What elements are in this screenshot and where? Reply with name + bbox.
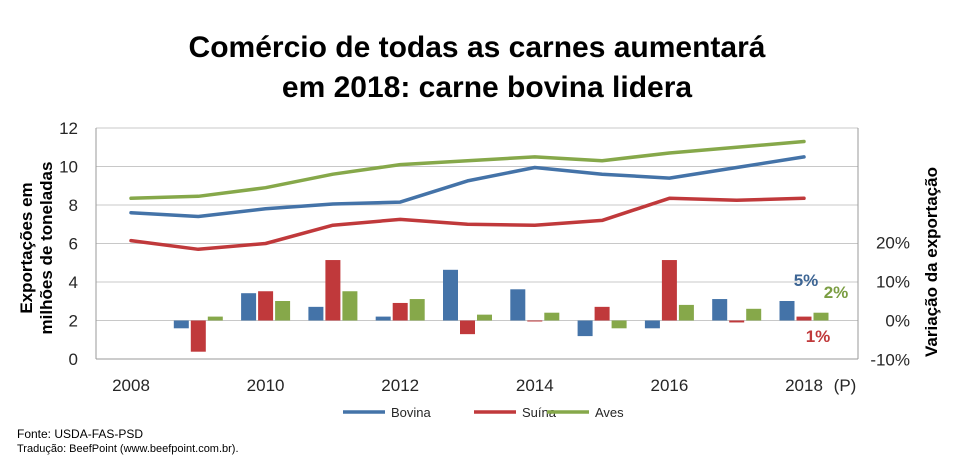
y-tick-label: 8 (69, 196, 78, 215)
bar-suína (527, 320, 543, 322)
y-tick-label: 6 (69, 235, 78, 254)
bar-aves (544, 312, 560, 321)
x-tick-label: 2012 (381, 376, 419, 395)
y2-axis-ticks: 20% 10% 0% -10% (870, 234, 910, 370)
y-tick-label: 12 (59, 119, 78, 138)
bar-suína (460, 320, 475, 335)
bar-bovina (577, 320, 593, 337)
x-tick-label: 2008 (112, 376, 150, 395)
x-tick-label: 2016 (650, 376, 688, 395)
annotation-bovina-change: 5% (794, 271, 819, 290)
y2-tick-label: -10% (870, 351, 910, 370)
bar-aves (342, 291, 358, 321)
gridlines (96, 127, 858, 360)
legend-label: Aves (595, 405, 624, 420)
y-tick-label: 2 (69, 312, 78, 331)
bar-bovina (375, 316, 391, 321)
x-axis-ticks: 2008 2010 2012 2014 2016 2018 (112, 376, 823, 395)
bar-aves (409, 299, 425, 321)
series-line-bovina (129, 155, 806, 219)
bar-suína (661, 260, 677, 321)
legend: Bovina Suína Aves (343, 405, 624, 420)
chart-title-line-1: Comércio de todas as carnes aumentará (189, 31, 766, 64)
bar-bovina (173, 320, 189, 329)
bar-bovina (443, 269, 458, 321)
bar-suína (729, 320, 745, 323)
x-tick-label: 2014 (516, 376, 554, 395)
y2-axis-label: Variação da exportação (922, 167, 941, 357)
y-tick-label: 10 (59, 158, 78, 177)
translation-credit: Tradução: BeefPoint (www.beefpoint.com.b… (17, 443, 239, 455)
bar-suína (796, 316, 812, 321)
bar-aves (477, 314, 492, 321)
bar-bovina (308, 306, 324, 321)
bar-bovina (712, 299, 728, 321)
y-axis-ticks: 0 2 4 6 8 10 12 (59, 119, 78, 369)
annotation-aves-change: 2% (824, 283, 849, 302)
legend-label: Bovina (391, 405, 432, 420)
source-credit: Fonte: USDA-FAS-PSD (17, 427, 144, 441)
bar-bovina (510, 289, 526, 321)
y-axis-label-line-1: Exportações em (17, 182, 36, 313)
bar-aves (611, 320, 627, 329)
bar-bovina (241, 293, 257, 321)
bar-aves (813, 312, 829, 321)
projection-marker: (P) (834, 376, 857, 395)
y-tick-label: 0 (69, 350, 78, 369)
legend-label: Suína (522, 405, 557, 420)
bar-suína (190, 320, 206, 352)
series-line-aves (129, 139, 806, 201)
line-series (129, 139, 806, 252)
bar-aves (678, 304, 694, 321)
y2-tick-label: 10% (876, 273, 910, 292)
bar-suína (392, 302, 408, 321)
x-tick-label: 2010 (247, 376, 285, 395)
y2-tick-label: 0% (885, 312, 910, 331)
bar-series (173, 260, 829, 352)
bar-aves (207, 316, 223, 321)
axes (95, 128, 859, 360)
bar-suína (258, 291, 274, 321)
y-axis-label-line-2: milhões de toneladas (37, 162, 56, 335)
bar-bovina (779, 301, 795, 321)
chart-title-line-2: em 2018: carne bovina lidera (282, 71, 693, 104)
series-line-suína (129, 196, 806, 252)
bar-suína (325, 260, 341, 321)
y-tick-label: 4 (69, 273, 78, 292)
bar-aves (746, 308, 762, 321)
annotation-suina-change: 1% (806, 327, 831, 346)
x-tick-label: 2018 (785, 376, 823, 395)
bar-aves (275, 301, 291, 321)
bar-suína (594, 306, 610, 321)
y2-tick-label: 20% (876, 234, 910, 253)
bar-bovina (644, 320, 660, 329)
